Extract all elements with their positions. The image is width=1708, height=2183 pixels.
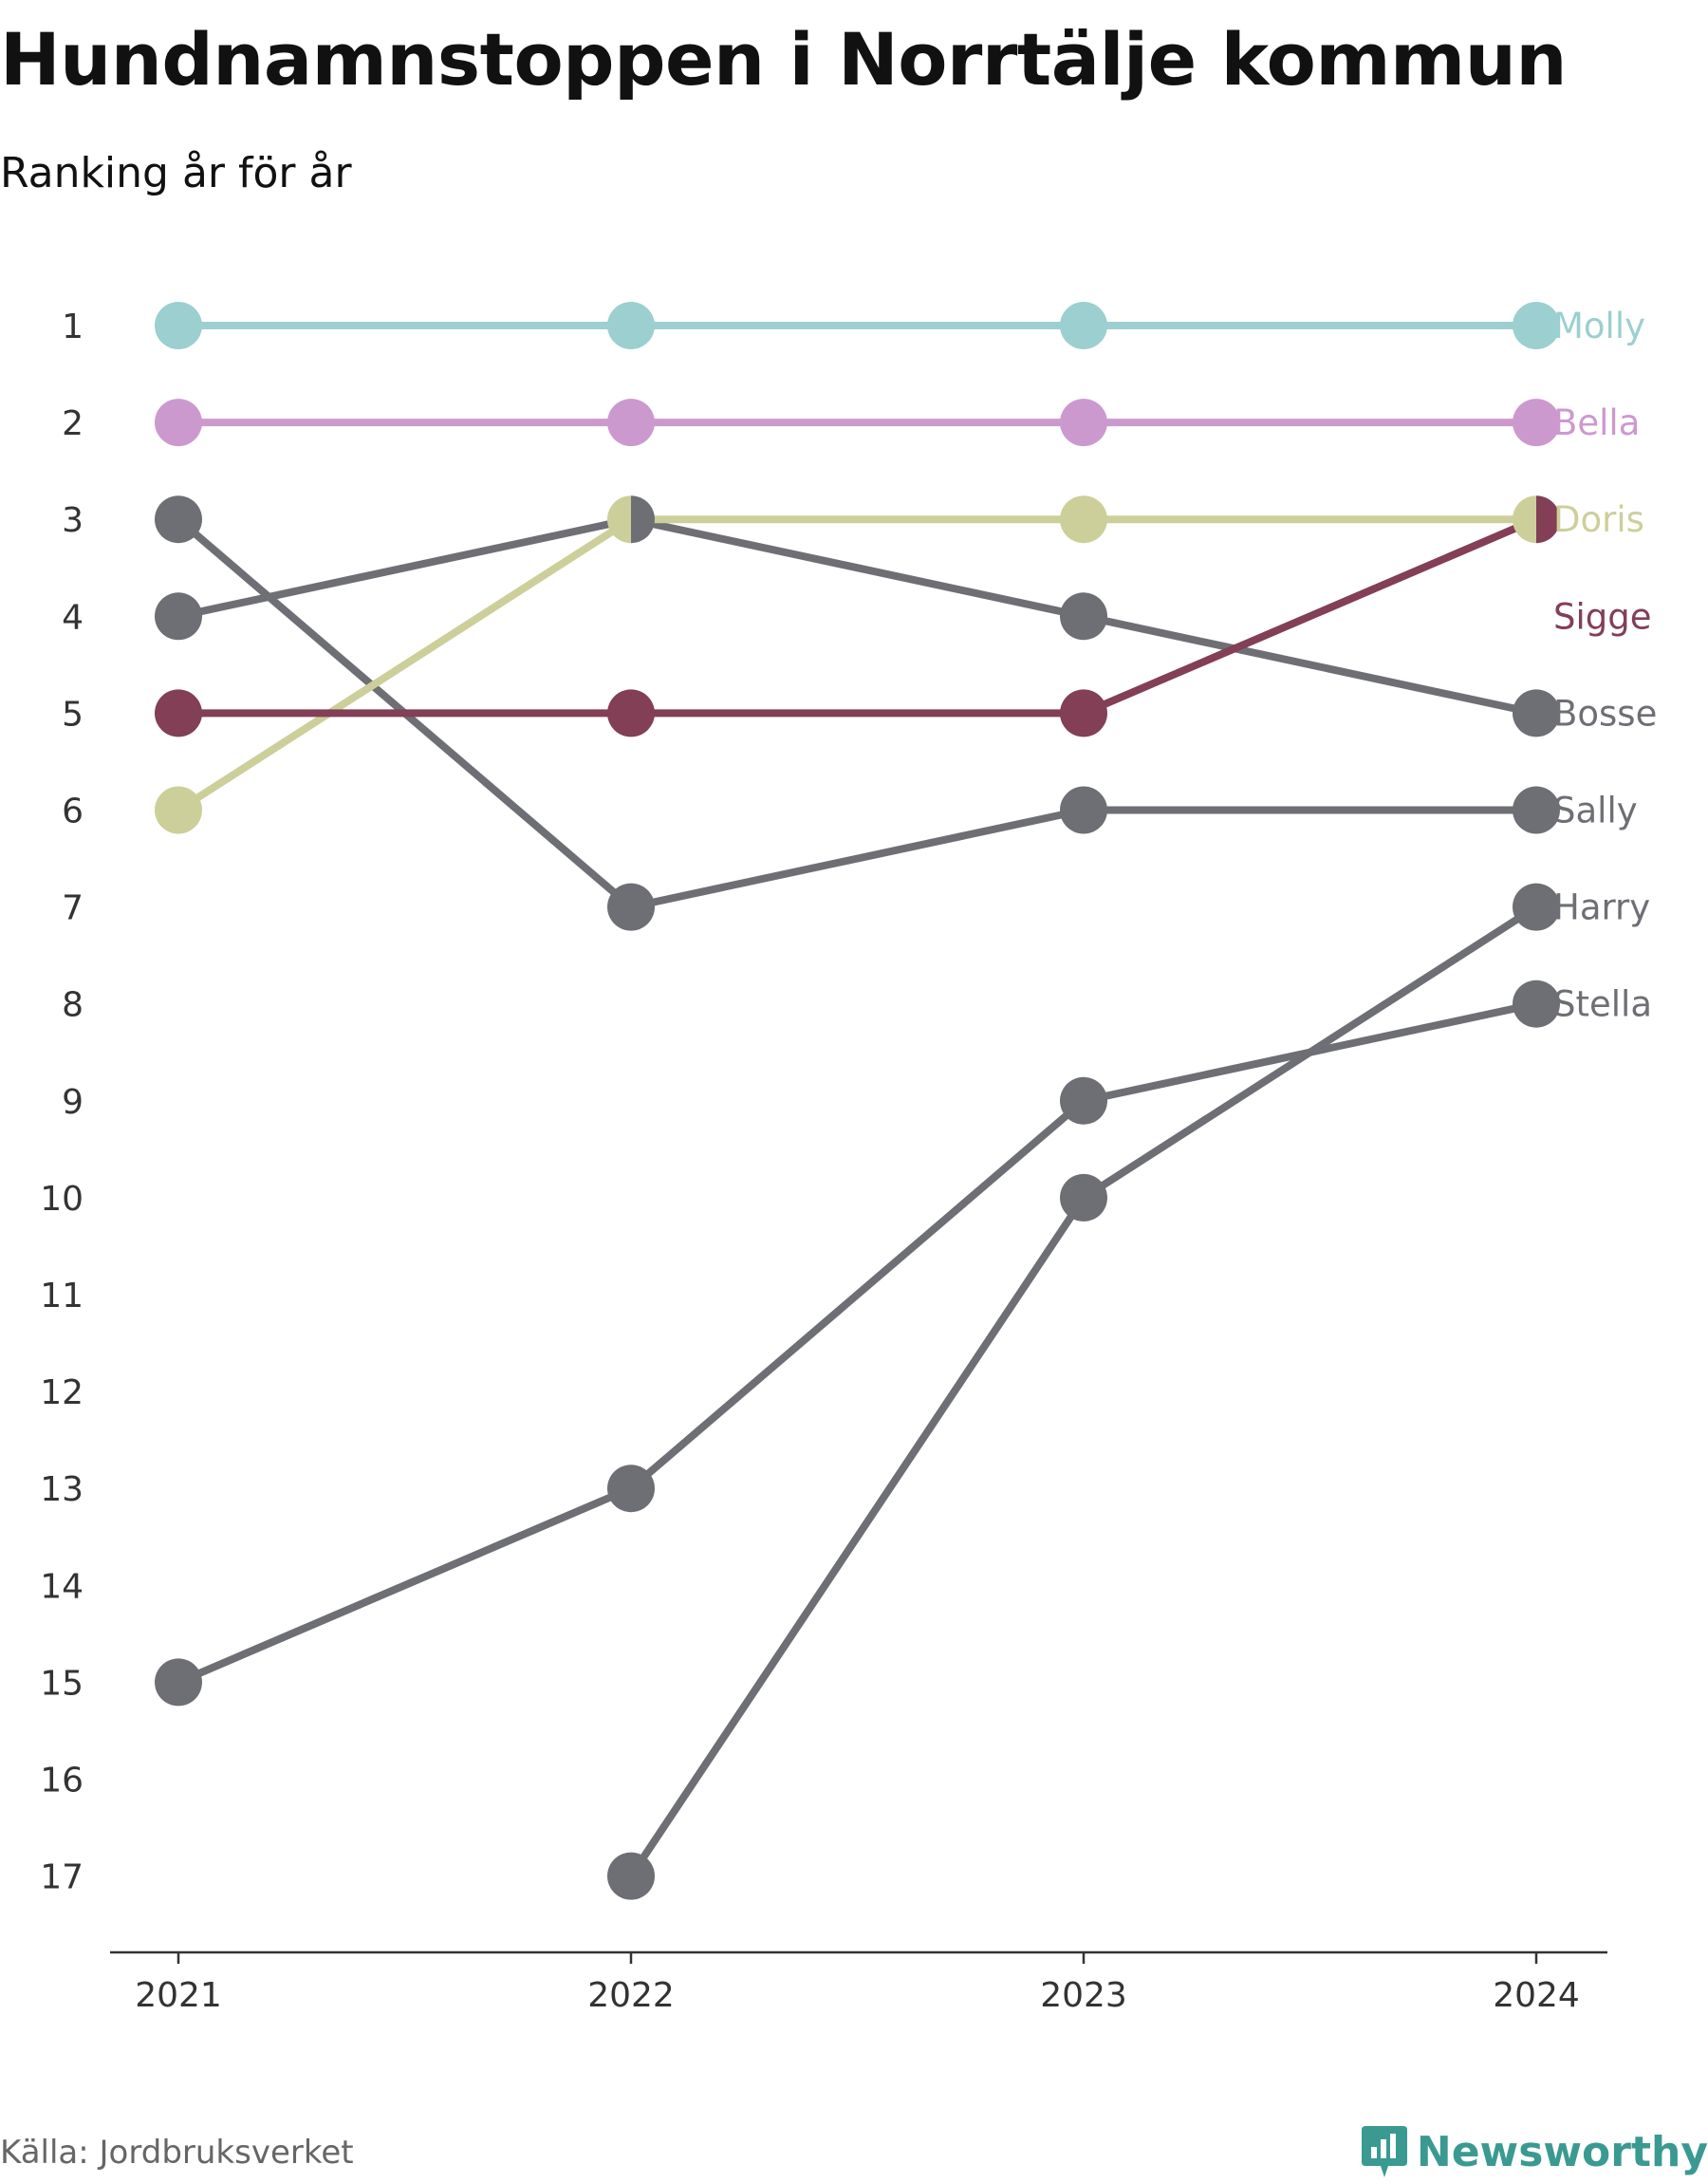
point-doris bbox=[1060, 495, 1107, 544]
series-label-doris: Doris bbox=[1553, 499, 1644, 540]
point-bosse bbox=[631, 495, 655, 544]
series-label-sally: Sally bbox=[1553, 791, 1638, 831]
point-bella bbox=[155, 399, 202, 447]
y-tick-label: 9 bbox=[62, 1083, 84, 1122]
point-doris bbox=[607, 495, 631, 544]
y-tick-label: 10 bbox=[40, 1180, 84, 1219]
brand-name: Newsworthy bbox=[1416, 2128, 1708, 2176]
point-harry bbox=[1060, 1173, 1107, 1222]
x-axis: 2021 2022 2023 2024 bbox=[110, 1950, 1607, 2015]
point-sigge bbox=[155, 689, 202, 737]
series-label-sigge: Sigge bbox=[1553, 596, 1652, 637]
point-doris bbox=[155, 786, 202, 834]
series-labels: Molly Bella Doris Sigge Bosse Sally Harry Stell… bbox=[1553, 306, 1657, 1025]
series-lines bbox=[175, 322, 1540, 1880]
series-points bbox=[155, 302, 1560, 1900]
series-label-stella: Stella bbox=[1553, 984, 1652, 1025]
series-label-harry: Harry bbox=[1553, 887, 1650, 928]
y-tick-label: 8 bbox=[62, 986, 84, 1025]
point-molly bbox=[607, 302, 655, 349]
series-label-bella: Bella bbox=[1553, 402, 1640, 443]
x-tick-label: 2021 bbox=[135, 1976, 222, 2015]
point-doris bbox=[1513, 495, 1536, 544]
x-tick-label: 2023 bbox=[1040, 1976, 1127, 2015]
y-tick-label: 11 bbox=[40, 1277, 84, 1315]
point-sally bbox=[1060, 786, 1107, 834]
point-stella bbox=[607, 1465, 655, 1513]
brand-logo: Newsworthy bbox=[1360, 2124, 1708, 2181]
y-tick-label: 4 bbox=[62, 598, 84, 637]
point-sally bbox=[155, 495, 202, 544]
point-bella bbox=[1060, 399, 1107, 447]
point-molly bbox=[1513, 302, 1560, 349]
series-line-stella bbox=[175, 999, 1540, 1687]
point-sigge bbox=[1060, 689, 1107, 737]
point-shared bbox=[607, 495, 655, 544]
point-bella bbox=[1513, 399, 1560, 447]
source-note: Källa: Jordbruksverket bbox=[0, 2134, 354, 2172]
y-tick-label: 6 bbox=[62, 793, 84, 831]
series-label-molly: Molly bbox=[1553, 306, 1645, 346]
point-sally bbox=[607, 883, 655, 931]
point-stella bbox=[1060, 1076, 1107, 1125]
y-tick-label: 17 bbox=[40, 1858, 84, 1897]
y-tick-label: 3 bbox=[62, 501, 84, 540]
y-tick-label: 12 bbox=[40, 1373, 84, 1412]
y-tick-label: 7 bbox=[62, 889, 84, 928]
y-tick-label: 15 bbox=[40, 1664, 84, 1703]
point-sigge bbox=[1536, 495, 1560, 544]
newsworthy-logo-icon bbox=[1361, 2126, 1407, 2177]
point-shared bbox=[1513, 495, 1560, 544]
point-molly bbox=[1060, 302, 1107, 349]
point-sally bbox=[1513, 786, 1560, 834]
point-bosse bbox=[1060, 592, 1107, 641]
point-harry bbox=[607, 1852, 655, 1900]
point-sigge bbox=[607, 689, 655, 737]
x-tick-label: 2024 bbox=[1493, 1976, 1580, 2015]
chart-title: Hundnamnstoppen i Norrtälje kommun bbox=[0, 17, 1567, 102]
y-tick-label: 14 bbox=[40, 1567, 84, 1606]
y-tick-label: 16 bbox=[40, 1762, 84, 1801]
point-stella bbox=[1513, 980, 1560, 1028]
y-tick-label: 13 bbox=[40, 1470, 84, 1509]
point-harry bbox=[1513, 883, 1560, 931]
series-line-doris bbox=[175, 515, 1540, 814]
y-tick-label: 1 bbox=[62, 308, 84, 346]
point-bosse bbox=[1513, 689, 1560, 737]
point-molly bbox=[155, 302, 202, 349]
y-tick-label: 2 bbox=[62, 404, 84, 443]
point-stella bbox=[155, 1658, 202, 1707]
chart-subtitle: Ranking år för år bbox=[0, 149, 352, 197]
series-line-harry bbox=[627, 903, 1540, 1880]
point-bella bbox=[607, 399, 655, 447]
series-label-bosse: Bosse bbox=[1553, 693, 1657, 734]
series-line-bosse bbox=[175, 515, 1540, 718]
series-line-sigge bbox=[175, 515, 1540, 718]
point-bosse bbox=[155, 592, 202, 641]
y-tick-label: 5 bbox=[62, 695, 84, 734]
x-tick-label: 2022 bbox=[587, 1976, 675, 2015]
